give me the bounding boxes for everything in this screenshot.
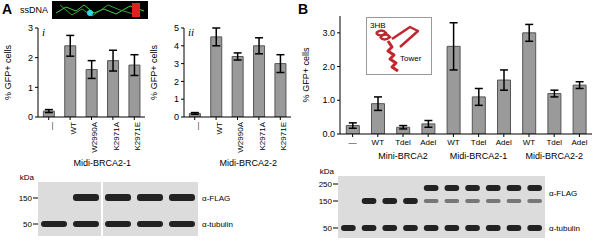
svg-text:2: 2 bbox=[28, 53, 33, 63]
svg-text:50: 50 bbox=[23, 220, 32, 229]
svg-text:150: 150 bbox=[19, 194, 33, 203]
svg-text:α-tubulin: α-tubulin bbox=[202, 220, 233, 229]
html-text:i: i bbox=[42, 26, 46, 38]
html-text:Midi-BRCA2-2: Midi-BRCA2-2 bbox=[219, 158, 277, 168]
svg-text:4: 4 bbox=[174, 41, 179, 51]
svg-text:—: — bbox=[47, 122, 56, 130]
svg-text:250: 250 bbox=[319, 180, 333, 189]
html-text:Midi-BRCA2-2: Midi-BRCA2-2 bbox=[525, 151, 583, 161]
svg-text:0.0: 0.0 bbox=[322, 129, 335, 139]
svg-text:α-FLAG: α-FLAG bbox=[549, 189, 577, 198]
svg-text:W2990A: W2990A bbox=[236, 121, 245, 152]
svg-text:1.0: 1.0 bbox=[322, 95, 335, 105]
svg-text:—: — bbox=[193, 122, 202, 130]
svg-text:% GFP+ cells: % GFP+ cells bbox=[301, 47, 311, 102]
svg-text:3: 3 bbox=[174, 59, 179, 69]
svg-text:α-FLAG: α-FLAG bbox=[202, 194, 230, 203]
svg-text:WT: WT bbox=[215, 122, 224, 135]
svg-text:1: 1 bbox=[174, 94, 179, 104]
svg-text:K2971E: K2971E bbox=[133, 122, 142, 150]
svg-text:—: — bbox=[349, 138, 357, 147]
svg-text:ssDNA: ssDNA bbox=[20, 5, 48, 15]
svg-text:WT: WT bbox=[372, 138, 385, 147]
svg-text:K2971A: K2971A bbox=[258, 121, 267, 150]
svg-text:kDa: kDa bbox=[20, 173, 35, 182]
svg-text:Tdel: Tdel bbox=[546, 138, 562, 147]
svg-text:Tdel: Tdel bbox=[471, 138, 487, 147]
html-text:Mini-BRCA2: Mini-BRCA2 bbox=[378, 151, 428, 161]
svg-text:WT: WT bbox=[447, 138, 460, 147]
html-text:Midi-BRCA2-1: Midi-BRCA2-1 bbox=[73, 158, 131, 168]
html-text:ii: ii bbox=[188, 26, 195, 38]
svg-text:K2971A: K2971A bbox=[112, 121, 121, 150]
svg-text:kDa: kDa bbox=[320, 167, 335, 176]
svg-text:WT: WT bbox=[523, 138, 536, 147]
html-text:A: A bbox=[2, 1, 13, 17]
svg-text:Adel: Adel bbox=[571, 138, 587, 147]
html-text:Midi-BRCA2-1: Midi-BRCA2-1 bbox=[449, 151, 508, 161]
svg-text:α-tubulin: α-tubulin bbox=[549, 224, 580, 233]
svg-text:50: 50 bbox=[323, 224, 332, 233]
svg-text:% GFP+ cells: % GFP+ cells bbox=[3, 45, 13, 100]
svg-text:Adel: Adel bbox=[420, 138, 436, 147]
svg-text:K2971E: K2971E bbox=[279, 122, 288, 150]
svg-text:Tower: Tower bbox=[400, 54, 422, 63]
svg-text:2.0: 2.0 bbox=[322, 62, 335, 72]
svg-text:W2990A: W2990A bbox=[90, 121, 99, 152]
svg-text:Tdel: Tdel bbox=[395, 138, 411, 147]
svg-text:0: 0 bbox=[28, 112, 33, 122]
svg-text:2: 2 bbox=[174, 77, 179, 87]
svg-text:0: 0 bbox=[174, 112, 179, 122]
svg-text:1: 1 bbox=[28, 83, 33, 93]
svg-text:150: 150 bbox=[319, 197, 333, 206]
svg-text:% GFP+ cells: % GFP+ cells bbox=[149, 45, 159, 100]
svg-text:3HB: 3HB bbox=[370, 21, 386, 30]
svg-text:3.0: 3.0 bbox=[322, 28, 335, 38]
svg-text:WT: WT bbox=[69, 122, 78, 135]
svg-text:3: 3 bbox=[28, 23, 33, 33]
svg-text:5: 5 bbox=[174, 23, 179, 33]
html-text:B: B bbox=[298, 1, 309, 17]
svg-text:Adel: Adel bbox=[496, 138, 512, 147]
